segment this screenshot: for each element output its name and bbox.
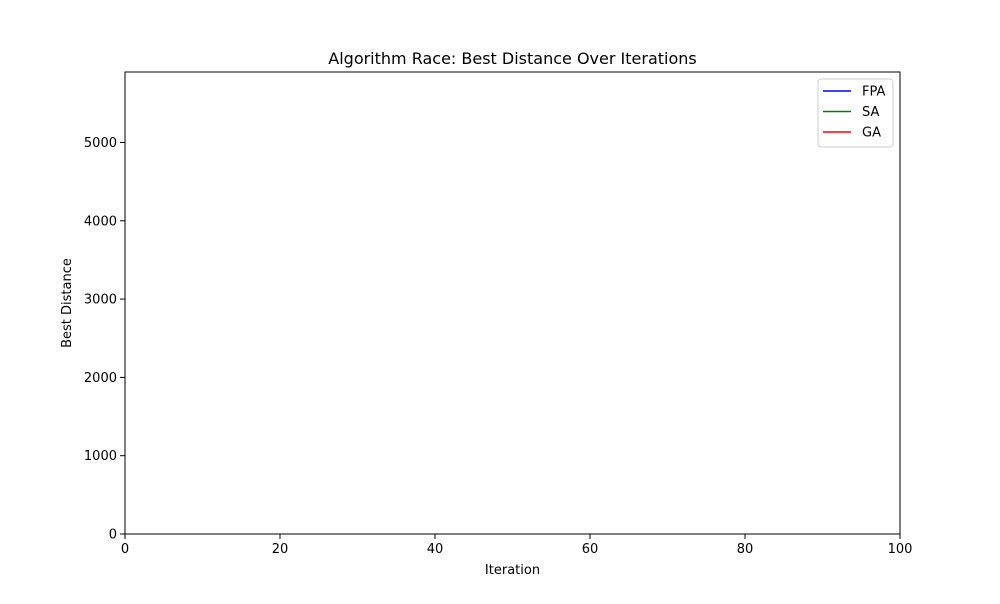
x-axis: 0 20 40 60 80 100 [121,534,913,557]
legend: FPA SA GA [817,78,894,148]
legend-label-ga: GA [862,126,881,141]
y-tick-label: 5000 [84,136,117,151]
chart-title: Algorithm Race: Best Distance Over Itera… [328,49,696,68]
x-tick-label: 80 [737,542,754,557]
y-tick-label: 2000 [84,371,117,386]
legend-box [817,78,894,148]
x-tick-label: 20 [272,542,289,557]
x-tick-label: 60 [582,542,599,557]
legend-label-sa: SA [862,105,879,120]
plot-area-frame [124,71,901,535]
x-tick-label: 100 [888,542,913,557]
y-tick-label: 1000 [84,449,117,464]
y-tick-label: 0 [109,528,117,543]
x-axis-label: Iteration [485,563,540,578]
x-tick-label: 0 [121,542,129,557]
y-tick-label: 3000 [84,293,117,308]
y-axis: 0 1000 2000 3000 4000 5000 [84,136,125,543]
y-tick-label: 4000 [84,214,117,229]
legend-label-fpa: FPA [862,85,885,100]
x-tick-label: 40 [427,542,444,557]
y-axis-label: Best Distance [60,258,75,348]
